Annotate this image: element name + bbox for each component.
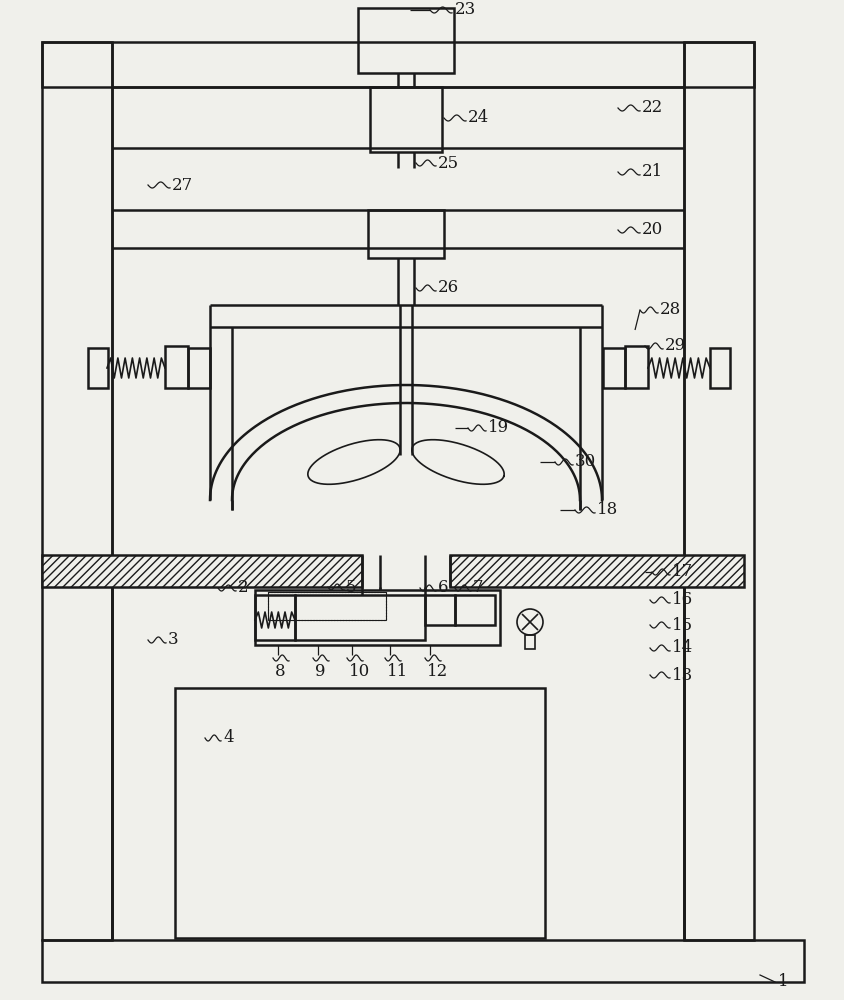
Bar — [709, 348, 729, 388]
Bar — [165, 346, 187, 388]
Text: 17: 17 — [671, 564, 692, 580]
Text: 6: 6 — [437, 580, 448, 596]
Bar — [42, 42, 753, 87]
Text: 21: 21 — [641, 163, 663, 180]
Text: 2: 2 — [238, 580, 248, 596]
Text: 9: 9 — [315, 664, 325, 680]
Bar — [42, 42, 112, 940]
Text: 19: 19 — [488, 420, 509, 436]
Text: 27: 27 — [172, 176, 193, 194]
Bar — [425, 595, 454, 625]
Bar — [88, 348, 108, 388]
Bar — [175, 688, 544, 938]
Bar — [370, 87, 441, 152]
Text: 15: 15 — [671, 616, 692, 634]
Bar — [683, 42, 753, 940]
Text: 5: 5 — [345, 578, 356, 595]
Bar — [268, 592, 386, 620]
Bar — [358, 8, 453, 73]
Bar — [268, 592, 386, 620]
Bar — [255, 590, 500, 645]
Text: 23: 23 — [454, 1, 476, 18]
Text: 28: 28 — [659, 302, 680, 318]
Text: 1: 1 — [777, 974, 787, 990]
Text: 7: 7 — [473, 580, 483, 596]
Text: 11: 11 — [387, 664, 408, 680]
Bar — [368, 210, 443, 258]
Bar — [187, 348, 210, 388]
Bar — [295, 595, 425, 640]
Text: 14: 14 — [671, 640, 692, 656]
Text: 10: 10 — [349, 664, 370, 680]
Bar — [255, 595, 295, 640]
Text: 13: 13 — [671, 666, 692, 684]
Bar — [454, 595, 495, 625]
Text: 20: 20 — [641, 222, 663, 238]
Text: 16: 16 — [671, 591, 692, 608]
Text: 3: 3 — [168, 632, 178, 648]
Text: 4: 4 — [223, 730, 233, 746]
Text: 22: 22 — [641, 100, 663, 116]
Text: 29: 29 — [664, 338, 685, 355]
Text: 26: 26 — [437, 279, 458, 296]
Bar — [42, 555, 361, 587]
Bar — [42, 940, 803, 982]
Bar — [625, 346, 647, 388]
Bar — [524, 635, 534, 649]
Bar — [450, 555, 743, 587]
Text: 30: 30 — [574, 454, 596, 471]
Text: 24: 24 — [468, 109, 489, 126]
Text: 12: 12 — [426, 664, 447, 680]
Text: 18: 18 — [597, 502, 618, 518]
Text: 25: 25 — [437, 154, 458, 172]
Bar — [603, 348, 625, 388]
Text: 8: 8 — [274, 664, 285, 680]
